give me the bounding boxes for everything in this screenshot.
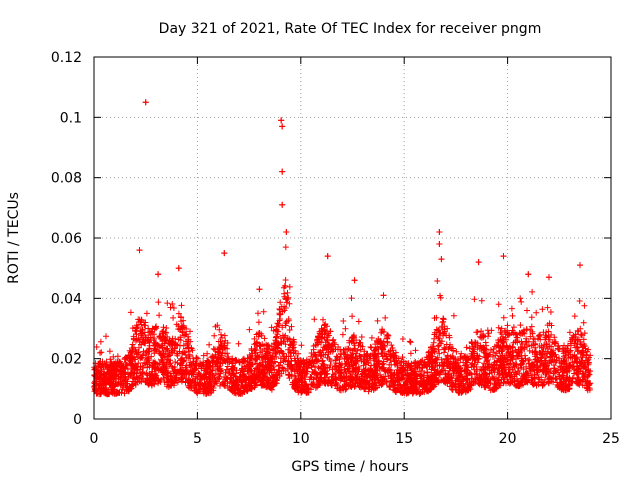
x-axis-label: GPS time / hours (291, 459, 408, 475)
y-axis-label: ROTI / TECUs (6, 192, 22, 284)
roti-peak-point (500, 253, 507, 260)
roti-peak-point (438, 256, 445, 263)
y-tick-label: 0.04 (51, 291, 82, 307)
grid-lines (94, 57, 611, 419)
y-tick-label: 0 (73, 412, 82, 428)
x-tick-label: 20 (499, 431, 517, 447)
roti-peak-point (221, 250, 228, 257)
chart-title: Day 321 of 2021, Rate Of TEC Index for r… (159, 21, 542, 37)
roti-peak-point (436, 241, 443, 248)
y-tick-label: 0.08 (51, 171, 82, 187)
y-tick-label: 0.02 (51, 352, 82, 368)
data-points (91, 99, 594, 398)
roti-peak-point (576, 262, 583, 269)
roti-peak-point (278, 117, 285, 124)
roti-peak-point (436, 228, 443, 235)
roti-peak-point (279, 123, 286, 130)
y-tick-label: 0.06 (51, 231, 82, 247)
roti-peak-point (351, 277, 358, 284)
y-tick-label: 0.12 (51, 50, 82, 66)
roti-peak-point (545, 274, 552, 281)
roti-peak-point (324, 253, 331, 260)
roti-peak-point (475, 259, 482, 266)
roti-peak-point (136, 247, 143, 254)
roti-peak-point (525, 271, 532, 278)
x-tick-label: 5 (193, 431, 202, 447)
roti-peak-point (256, 286, 263, 293)
x-tick-label: 10 (292, 431, 310, 447)
x-tick-label: 15 (395, 431, 413, 447)
roti-plus-markers (91, 99, 594, 398)
roti-peak-point (175, 265, 182, 272)
x-tick-label: 25 (602, 431, 620, 447)
roti-peak-point (380, 292, 387, 299)
roti-peak-point (142, 99, 149, 106)
roti-peak-point (279, 201, 286, 208)
y-tick-label: 0.1 (60, 110, 82, 126)
roti-peak-point (155, 271, 162, 278)
x-tick-label: 0 (90, 431, 99, 447)
axis-ticks: 0 5 10 15 20 25 0 0.02 0.04 0.06 0.08 0.1 0.12 (51, 50, 620, 447)
roti-peak-point (279, 168, 286, 175)
roti-peak-point (283, 228, 290, 235)
